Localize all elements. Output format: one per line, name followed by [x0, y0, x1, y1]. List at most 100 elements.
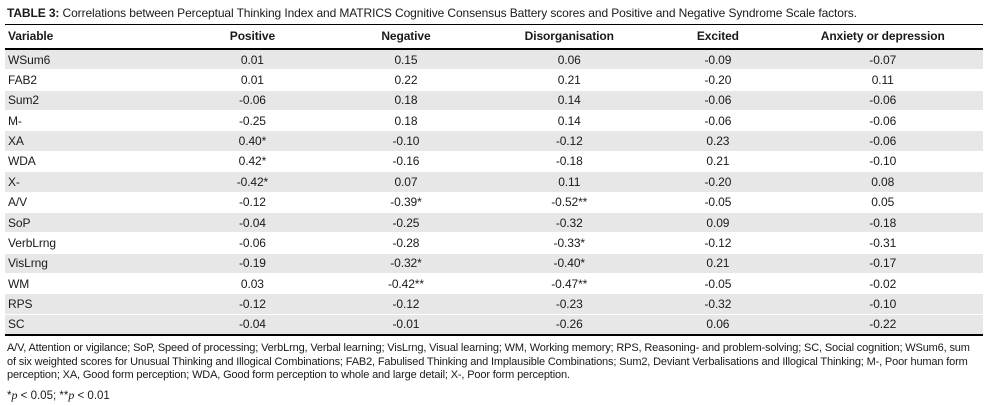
value-cell: 0.40*	[178, 130, 327, 152]
value-cell: -0.12	[326, 293, 486, 315]
value-cell: 0.03	[178, 273, 327, 295]
variable-cell: XA	[5, 130, 179, 152]
significance-text: *	[7, 389, 12, 402]
table-row: WSum6 0.01 0.15 0.06 -0.09 -0.07	[5, 49, 983, 71]
value-cell: 0.15	[326, 49, 486, 71]
column-header: Anxiety or depression	[782, 24, 983, 50]
variable-cell: WSum6	[5, 49, 179, 71]
value-cell: 0.21	[485, 69, 654, 91]
table-row: A/V -0.12 -0.39* -0.52** -0.05 0.05	[5, 192, 983, 213]
value-cell: -0.06	[653, 90, 783, 112]
significance-text: < 0.01	[74, 389, 110, 402]
value-cell: -0.39*	[326, 192, 486, 213]
value-cell: -0.05	[653, 273, 783, 295]
significance-note: *p < 0.05; **p < 0.01	[7, 388, 981, 403]
table-row: M- -0.25 0.18 0.14 -0.06 -0.06	[5, 110, 983, 132]
value-cell: 0.18	[326, 90, 486, 112]
value-cell: -0.42**	[326, 273, 486, 295]
value-cell: -0.12	[178, 192, 327, 213]
value-cell: 0.08	[782, 171, 983, 193]
value-cell: 0.14	[485, 110, 654, 132]
value-cell: -0.01	[326, 314, 486, 336]
value-cell: -0.17	[782, 253, 983, 274]
value-cell: -0.28	[326, 232, 486, 254]
value-cell: -0.32*	[326, 253, 486, 274]
value-cell: 0.21	[653, 253, 783, 274]
column-header: Negative	[326, 24, 486, 50]
table-row: VisLrng -0.19 -0.32* -0.40* 0.21 -0.17	[5, 253, 983, 274]
variable-cell: M-	[5, 110, 179, 132]
variable-cell: SC	[5, 314, 179, 336]
header-row: Variable Positive Negative Disorganisation E…	[5, 24, 983, 50]
value-cell: -0.32	[485, 212, 654, 234]
value-cell: -0.23	[485, 293, 654, 315]
value-cell: -0.16	[326, 151, 486, 173]
abbreviations-note: A/V, Attention or vigilance; SoP, Speed …	[7, 342, 970, 382]
column-header: Variable	[5, 24, 179, 50]
value-cell: -0.20	[653, 171, 783, 193]
value-cell: 0.14	[485, 90, 654, 112]
value-cell: 0.09	[653, 212, 783, 234]
value-cell: -0.04	[178, 212, 327, 234]
value-cell: -0.04	[178, 314, 327, 336]
value-cell: 0.06	[485, 49, 654, 71]
value-cell: -0.18	[782, 212, 983, 234]
value-cell: -0.25	[326, 212, 486, 234]
value-cell: -0.12	[485, 130, 654, 152]
variable-cell: FAB2	[5, 69, 179, 91]
value-cell: -0.33*	[485, 232, 654, 254]
value-cell: 0.11	[485, 171, 654, 193]
variable-cell: Sum2	[5, 90, 179, 112]
value-cell: -0.06	[653, 110, 783, 132]
variable-cell: VerbLrng	[5, 232, 179, 254]
value-cell: 0.42*	[178, 151, 327, 173]
column-header: Positive	[178, 24, 327, 50]
value-cell: -0.09	[653, 49, 783, 71]
value-cell: -0.52**	[485, 192, 654, 213]
value-cell: -0.47**	[485, 273, 654, 295]
value-cell: -0.10	[326, 130, 486, 152]
value-cell: -0.42*	[178, 171, 327, 193]
value-cell: -0.10	[782, 293, 983, 315]
variable-cell: SoP	[5, 212, 179, 234]
value-cell: 0.22	[326, 69, 486, 91]
table-row: WM 0.03 -0.42** -0.47** -0.05 -0.02	[5, 273, 983, 295]
column-header: Excited	[653, 24, 783, 50]
table-body: WSum6 0.01 0.15 0.06 -0.09 -0.07 FAB2 0.01 0.22 0…	[5, 49, 983, 336]
variable-cell: X-	[5, 171, 179, 193]
variable-cell: WM	[5, 273, 179, 295]
value-cell: -0.12	[653, 232, 783, 254]
value-cell: 0.18	[326, 110, 486, 132]
value-cell: -0.40*	[485, 253, 654, 274]
significance-text: < 0.05;	[17, 389, 60, 402]
value-cell: 0.11	[782, 69, 983, 91]
value-cell: -0.07	[782, 49, 983, 71]
value-cell: -0.05	[653, 192, 783, 213]
table-caption-text: Correlations between Perceptual Thinking…	[62, 6, 857, 20]
p-symbol: p	[68, 387, 75, 402]
value-cell: -0.06	[782, 90, 983, 112]
table-row: VerbLrng -0.06 -0.28 -0.33* -0.12 -0.31	[5, 232, 983, 254]
variable-cell: WDA	[5, 151, 179, 173]
table-row: SoP -0.04 -0.25 -0.32 0.09 -0.18	[5, 212, 983, 234]
value-cell: -0.20	[653, 69, 783, 91]
variable-cell: A/V	[5, 192, 179, 213]
table-row: XA 0.40* -0.10 -0.12 0.23 -0.06	[5, 130, 983, 152]
value-cell: 0.21	[653, 151, 783, 173]
value-cell: 0.23	[653, 130, 783, 152]
value-cell: -0.06	[782, 110, 983, 132]
value-cell: 0.01	[178, 49, 327, 71]
variable-cell: VisLrng	[5, 253, 179, 274]
value-cell: 0.06	[653, 314, 783, 336]
value-cell: -0.22	[782, 314, 983, 336]
value-cell: -0.26	[485, 314, 654, 336]
value-cell: -0.06	[782, 130, 983, 152]
table-row: WDA 0.42* -0.16 -0.18 0.21 -0.10	[5, 151, 983, 173]
table-caption-label: TABLE 3:	[7, 6, 60, 20]
value-cell: -0.31	[782, 232, 983, 254]
value-cell: -0.02	[782, 273, 983, 295]
table-row: RPS -0.12 -0.12 -0.23 -0.32 -0.10	[5, 293, 983, 315]
value-cell: 0.07	[326, 171, 486, 193]
value-cell: -0.19	[178, 253, 327, 274]
